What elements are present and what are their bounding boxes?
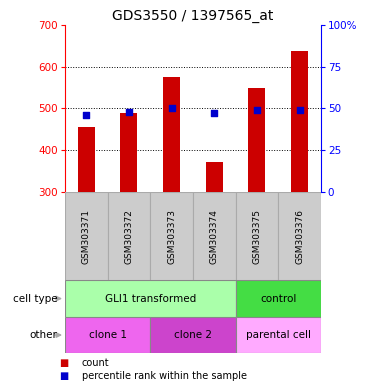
Text: GSM303371: GSM303371 (82, 209, 91, 264)
Bar (236, 192, 278, 280)
Point (297, 107, 303, 113)
Text: GLI1 transformed: GLI1 transformed (105, 293, 196, 304)
Text: GSM303374: GSM303374 (210, 209, 219, 263)
Bar (291, 51, 308, 192)
Text: GSM303376: GSM303376 (295, 209, 304, 264)
Point (254, 107, 260, 113)
Bar (236, 317, 321, 353)
Title: GDS3550 / 1397565_at: GDS3550 / 1397565_at (112, 8, 273, 23)
Bar (163, 77, 180, 192)
Bar (65, 317, 150, 353)
Bar (150, 317, 236, 353)
Bar (65, 192, 108, 280)
Bar (236, 280, 321, 317)
Bar (65, 280, 236, 317)
Bar (249, 88, 266, 192)
Text: ■: ■ (59, 371, 69, 381)
Point (211, 111, 217, 117)
Point (83, 112, 89, 118)
Text: clone 1: clone 1 (89, 330, 127, 340)
Bar (108, 192, 150, 280)
Bar (78, 127, 95, 192)
Text: count: count (82, 358, 109, 368)
Text: clone 2: clone 2 (174, 330, 212, 340)
Bar (278, 192, 321, 280)
Text: percentile rank within the sample: percentile rank within the sample (82, 371, 247, 381)
Text: ■: ■ (59, 358, 69, 368)
Text: cell type: cell type (13, 293, 58, 304)
Bar (206, 162, 223, 192)
Text: control: control (260, 293, 296, 304)
Bar (193, 192, 236, 280)
Bar (120, 114, 137, 192)
Text: GSM303372: GSM303372 (124, 209, 134, 263)
Text: other: other (30, 330, 58, 340)
Text: GSM303375: GSM303375 (252, 209, 262, 264)
Text: parental cell: parental cell (246, 330, 311, 340)
Point (126, 109, 132, 115)
Point (168, 105, 174, 111)
Bar (150, 192, 193, 280)
Text: GSM303373: GSM303373 (167, 209, 176, 264)
